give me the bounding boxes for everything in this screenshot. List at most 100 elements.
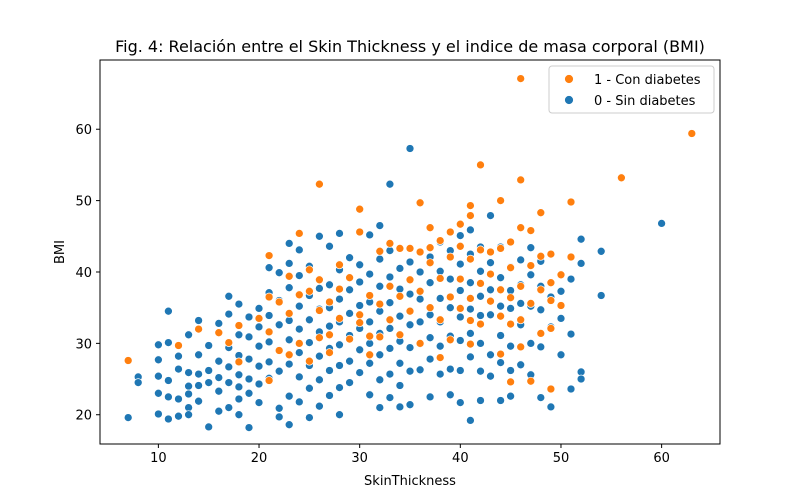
data-point-sin-diabetes: [184, 410, 193, 420]
data-point-sin-diabetes: [466, 416, 475, 425]
data-point-con-diabetes: [284, 271, 294, 281]
data-point-con-diabetes: [536, 285, 546, 295]
y-axis: 20 30 40 50 60: [75, 123, 100, 424]
data-point-con-diabetes: [385, 239, 395, 248]
data-point-sin-diabetes: [214, 356, 224, 366]
data-point-sin-diabetes: [345, 356, 354, 366]
data-point-sin-diabetes: [164, 306, 173, 316]
data-point-sin-diabetes: [305, 338, 314, 347]
data-point-con-diabetes: [516, 175, 526, 185]
data-point-sin-diabetes: [345, 378, 354, 387]
data-point-con-diabetes: [455, 241, 465, 251]
data-point-sin-diabetes: [415, 294, 425, 304]
data-point-con-diabetes: [294, 229, 304, 238]
data-point-con-diabetes: [466, 254, 475, 264]
data-point-sin-diabetes: [365, 339, 375, 348]
data-point-sin-diabetes: [385, 369, 395, 379]
data-point-sin-diabetes: [506, 304, 515, 313]
data-point-con-diabetes: [365, 350, 375, 360]
data-point-sin-diabetes: [405, 257, 415, 267]
data-point-sin-diabetes: [395, 381, 405, 390]
data-point-con-diabetes: [546, 384, 556, 394]
data-point-con-diabetes: [476, 319, 485, 329]
data-point-sin-diabetes: [526, 270, 536, 280]
data-point-sin-diabetes: [234, 299, 244, 309]
data-point-sin-diabetes: [345, 309, 354, 318]
data-point-sin-diabetes: [466, 352, 475, 362]
data-point-sin-diabetes: [405, 320, 415, 330]
data-point-con-diabetes: [405, 244, 415, 253]
data-point-con-diabetes: [284, 350, 294, 360]
data-point-sin-diabetes: [476, 266, 485, 276]
data-point-con-diabetes: [617, 173, 626, 183]
data-point-sin-diabetes: [455, 286, 465, 295]
data-point-sin-diabetes: [274, 320, 284, 330]
data-point-sin-diabetes: [405, 289, 415, 299]
data-point-con-diabetes: [214, 328, 224, 338]
data-point-sin-diabetes: [546, 402, 556, 412]
data-point-sin-diabetes: [365, 269, 375, 279]
data-point-con-diabetes: [466, 201, 475, 210]
data-point-con-diabetes: [435, 274, 445, 283]
data-point-sin-diabetes: [184, 381, 193, 391]
data-point-sin-diabetes: [385, 344, 395, 353]
data-point-sin-diabetes: [476, 291, 485, 301]
data-point-sin-diabetes: [445, 390, 455, 400]
data-point-sin-diabetes: [254, 398, 264, 407]
data-point-sin-diabetes: [133, 378, 143, 387]
data-point-con-diabetes: [305, 286, 314, 296]
data-point-con-diabetes: [375, 332, 385, 342]
data-point-sin-diabetes: [355, 301, 365, 310]
data-point-con-diabetes: [385, 315, 395, 325]
chart-title: Fig. 4: Relación entre el Skin Thickness…: [115, 37, 705, 56]
data-point-con-diabetes: [687, 129, 697, 138]
data-point-sin-diabetes: [345, 253, 354, 263]
data-point-con-diabetes: [395, 244, 405, 253]
data-point-con-diabetes: [174, 341, 183, 350]
data-point-sin-diabetes: [194, 369, 203, 379]
data-point-con-diabetes: [536, 329, 546, 338]
x-tick-label: 10: [150, 451, 167, 466]
data-point-con-diabetes: [425, 303, 435, 313]
data-point-sin-diabetes: [415, 267, 425, 277]
data-point-sin-diabetes: [355, 368, 365, 377]
data-point-con-diabetes: [355, 318, 365, 328]
data-point-con-diabetes: [435, 315, 445, 325]
data-point-con-diabetes: [325, 330, 334, 340]
data-point-con-diabetes: [476, 245, 485, 255]
data-point-con-diabetes: [234, 357, 244, 367]
data-point-con-diabetes: [355, 227, 365, 237]
legend-marker-sin-diabetes: [564, 95, 574, 105]
data-point-con-diabetes: [445, 292, 455, 302]
data-point-sin-diabetes: [174, 351, 183, 361]
data-point-sin-diabetes: [123, 413, 133, 422]
x-axis-label: SkinThickness: [364, 474, 456, 489]
data-point-sin-diabetes: [415, 365, 425, 375]
data-point-con-diabetes: [435, 236, 445, 245]
data-point-sin-diabetes: [395, 311, 405, 321]
data-point-sin-diabetes: [365, 358, 375, 368]
data-point-sin-diabetes: [214, 386, 224, 396]
y-axis-label: BMI: [53, 240, 68, 264]
plot-area: [99, 59, 721, 445]
data-point-sin-diabetes: [284, 359, 294, 369]
data-point-con-diabetes: [345, 334, 354, 344]
data-point-sin-diabetes: [214, 373, 224, 382]
data-point-con-diabetes: [445, 252, 455, 262]
data-point-sin-diabetes: [264, 357, 274, 367]
data-point-con-diabetes: [476, 160, 485, 170]
data-point-sin-diabetes: [455, 366, 465, 375]
data-point-con-diabetes: [546, 278, 556, 288]
data-point-sin-diabetes: [405, 144, 415, 153]
data-point-sin-diabetes: [294, 271, 304, 280]
data-point-sin-diabetes: [244, 332, 254, 342]
data-point-con-diabetes: [425, 243, 435, 253]
data-point-sin-diabetes: [194, 396, 203, 406]
data-point-sin-diabetes: [154, 371, 163, 381]
data-point-sin-diabetes: [395, 358, 405, 368]
data-point-con-diabetes: [415, 198, 425, 208]
data-point-sin-diabetes: [435, 341, 445, 351]
data-point-con-diabetes: [566, 197, 576, 207]
data-point-con-diabetes: [455, 304, 465, 313]
